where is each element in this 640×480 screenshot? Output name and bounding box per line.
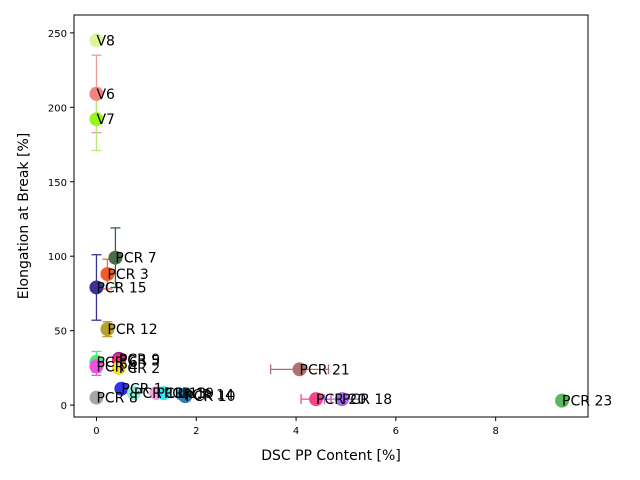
- point-label: PCR 23: [562, 394, 612, 410]
- y-axis-label: Elongation at Break [%]: [16, 133, 32, 299]
- data-point: [309, 392, 324, 407]
- data-point: [126, 386, 141, 401]
- point-label: PCR 10: [185, 389, 235, 405]
- point-label: PCR 13: [156, 386, 206, 402]
- point-label: PCR 4: [96, 359, 137, 375]
- plot-frame: [73, 14, 589, 418]
- point-label: PCR 21: [300, 362, 350, 378]
- point-label: PCR 3: [107, 267, 148, 283]
- data-point: [114, 381, 129, 396]
- data-point: [292, 362, 307, 377]
- x-tick-label: 2: [193, 426, 199, 437]
- point-label: PCR 14: [184, 388, 234, 404]
- data-point: [178, 389, 193, 404]
- data-point: [108, 250, 123, 265]
- x-tick-label: 0: [93, 426, 99, 437]
- data-point: [111, 360, 126, 375]
- point-label: PCR 9: [119, 352, 160, 368]
- x-tick-label: 6: [393, 426, 399, 437]
- point-label: PCR 2: [119, 361, 160, 377]
- data-point: [100, 322, 115, 337]
- data-point: [334, 392, 349, 407]
- y-tick-label: 150: [48, 178, 67, 189]
- point-label: PCR 12: [107, 322, 157, 338]
- data-point: [555, 393, 570, 408]
- data-point: [156, 386, 171, 401]
- y-tick-label: 100: [48, 252, 67, 263]
- point-label: PCR 1: [121, 382, 162, 398]
- data-point: [89, 359, 104, 374]
- point-label: PCR 5: [119, 353, 160, 369]
- x-axis-label: DSC PP Content [%]: [261, 448, 401, 464]
- point-label: V8: [96, 33, 114, 49]
- data-point: [89, 280, 104, 295]
- point-label: PCR 7: [115, 251, 156, 267]
- data-point: [100, 267, 115, 282]
- data-point: [89, 33, 104, 48]
- point-label: PCR 15: [96, 280, 146, 296]
- x-tick-label: 4: [293, 426, 299, 437]
- x-tick-label: 8: [492, 426, 498, 437]
- y-tick-label: 0: [61, 401, 67, 412]
- point-label: PCR 11: [134, 386, 184, 402]
- data-point: [89, 86, 104, 101]
- point-label: PCR 18: [342, 392, 392, 408]
- point-label: V7: [96, 112, 114, 128]
- point-label: PCR 20: [316, 392, 366, 408]
- y-tick-label: 50: [54, 327, 67, 338]
- point-label: PCR 6: [96, 355, 137, 371]
- data-point: [89, 112, 104, 127]
- y-tick-label: 250: [48, 29, 67, 40]
- point-label: PCR 8: [96, 391, 137, 407]
- y-tick-label: 200: [48, 103, 67, 114]
- point-label: PCR 19: [164, 386, 214, 402]
- data-point: [89, 390, 104, 405]
- point-label: V6: [96, 87, 115, 103]
